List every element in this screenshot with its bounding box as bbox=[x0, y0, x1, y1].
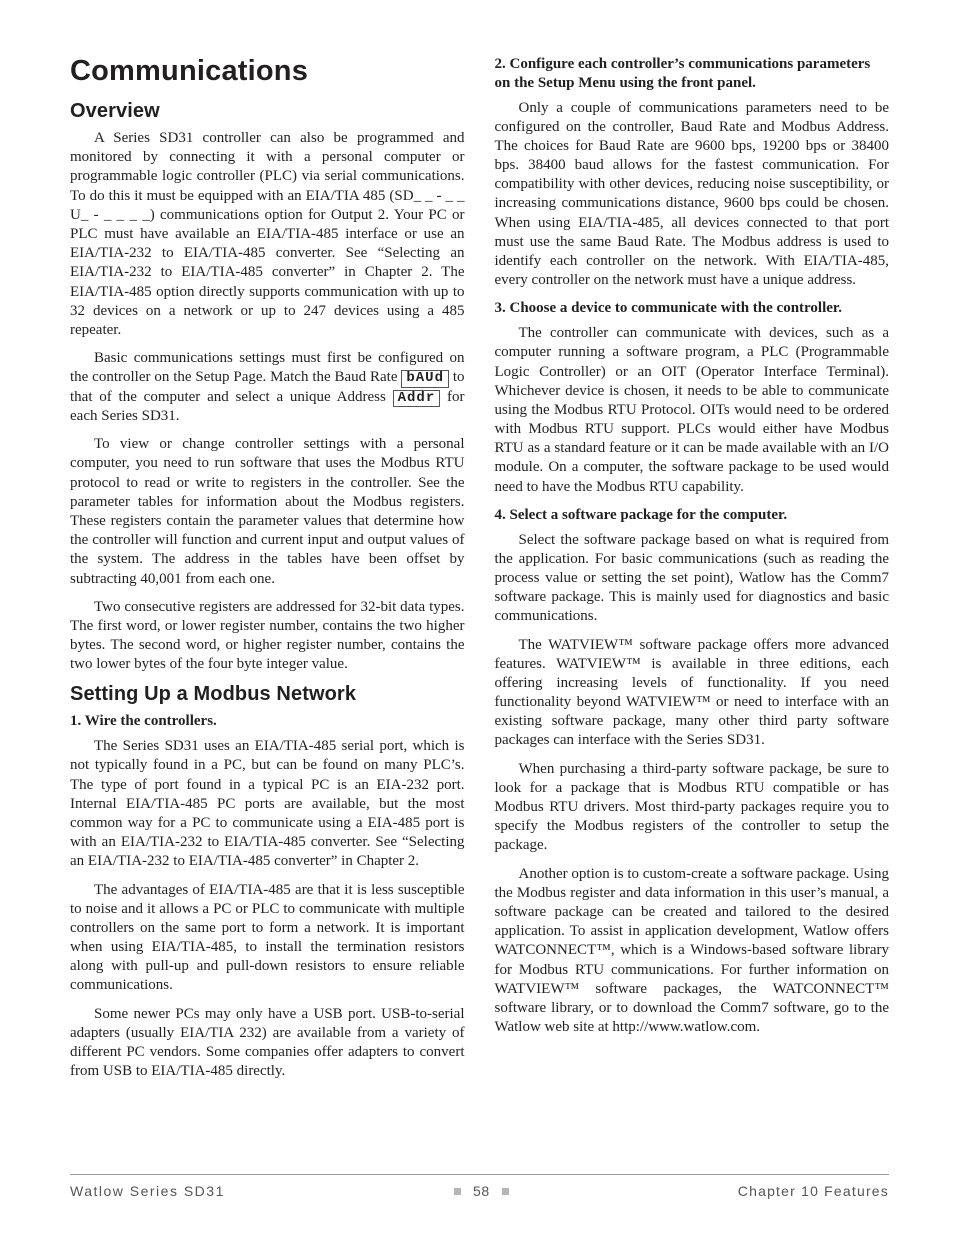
footer-left: Watlow Series SD31 bbox=[70, 1183, 225, 1199]
step-3-heading: 3. Choose a device to communicate with t… bbox=[495, 299, 890, 318]
setup-p2: The advantages of EIA/TIA-485 are that i… bbox=[70, 881, 465, 996]
footer-square-right-icon bbox=[502, 1188, 509, 1195]
footer-center: 58 bbox=[446, 1183, 517, 1199]
setup-p1: The Series SD31 uses an EIA/TIA-485 seri… bbox=[70, 737, 465, 871]
baud-segment-display: bAUd bbox=[401, 370, 449, 387]
overview-p3: To view or change controller settings wi… bbox=[70, 435, 465, 589]
overview-heading: Overview bbox=[70, 100, 465, 123]
setup-p3: Some newer PCs may only have a USB port.… bbox=[70, 1005, 465, 1082]
page-footer: Watlow Series SD31 58 Chapter 10 Feature… bbox=[70, 1174, 889, 1199]
right-p2: The controller can communicate with devi… bbox=[495, 324, 890, 497]
page-title: Communications bbox=[70, 55, 465, 88]
right-column: 2. Configure each controller’s communica… bbox=[495, 55, 890, 1090]
page-number: 58 bbox=[473, 1183, 490, 1199]
overview-p4: Two consecutive registers are addressed … bbox=[70, 598, 465, 675]
step-2-heading: 2. Configure each controller’s communica… bbox=[495, 55, 890, 93]
addr-segment-display: Addr bbox=[393, 390, 441, 407]
step-4-heading: 4. Select a software package for the com… bbox=[495, 506, 890, 525]
right-p5: When purchasing a third-party software p… bbox=[495, 760, 890, 856]
footer-right: Chapter 10 Features bbox=[738, 1183, 889, 1199]
setup-heading: Setting Up a Modbus Network bbox=[70, 683, 465, 706]
step-1-heading: 1. Wire the controllers. bbox=[70, 712, 465, 731]
overview-p2: Basic communications settings must first… bbox=[70, 349, 465, 426]
left-column: Communications Overview A Series SD31 co… bbox=[70, 55, 465, 1090]
right-p6: Another option is to custom-create a sof… bbox=[495, 865, 890, 1038]
overview-p1: A Series SD31 controller can also be pro… bbox=[70, 129, 465, 340]
right-p1: Only a couple of communications paramete… bbox=[495, 99, 890, 291]
right-p4: The WATVIEW™ software package offers mor… bbox=[495, 636, 890, 751]
footer-square-left-icon bbox=[454, 1188, 461, 1195]
right-p3: Select the software package based on wha… bbox=[495, 531, 890, 627]
